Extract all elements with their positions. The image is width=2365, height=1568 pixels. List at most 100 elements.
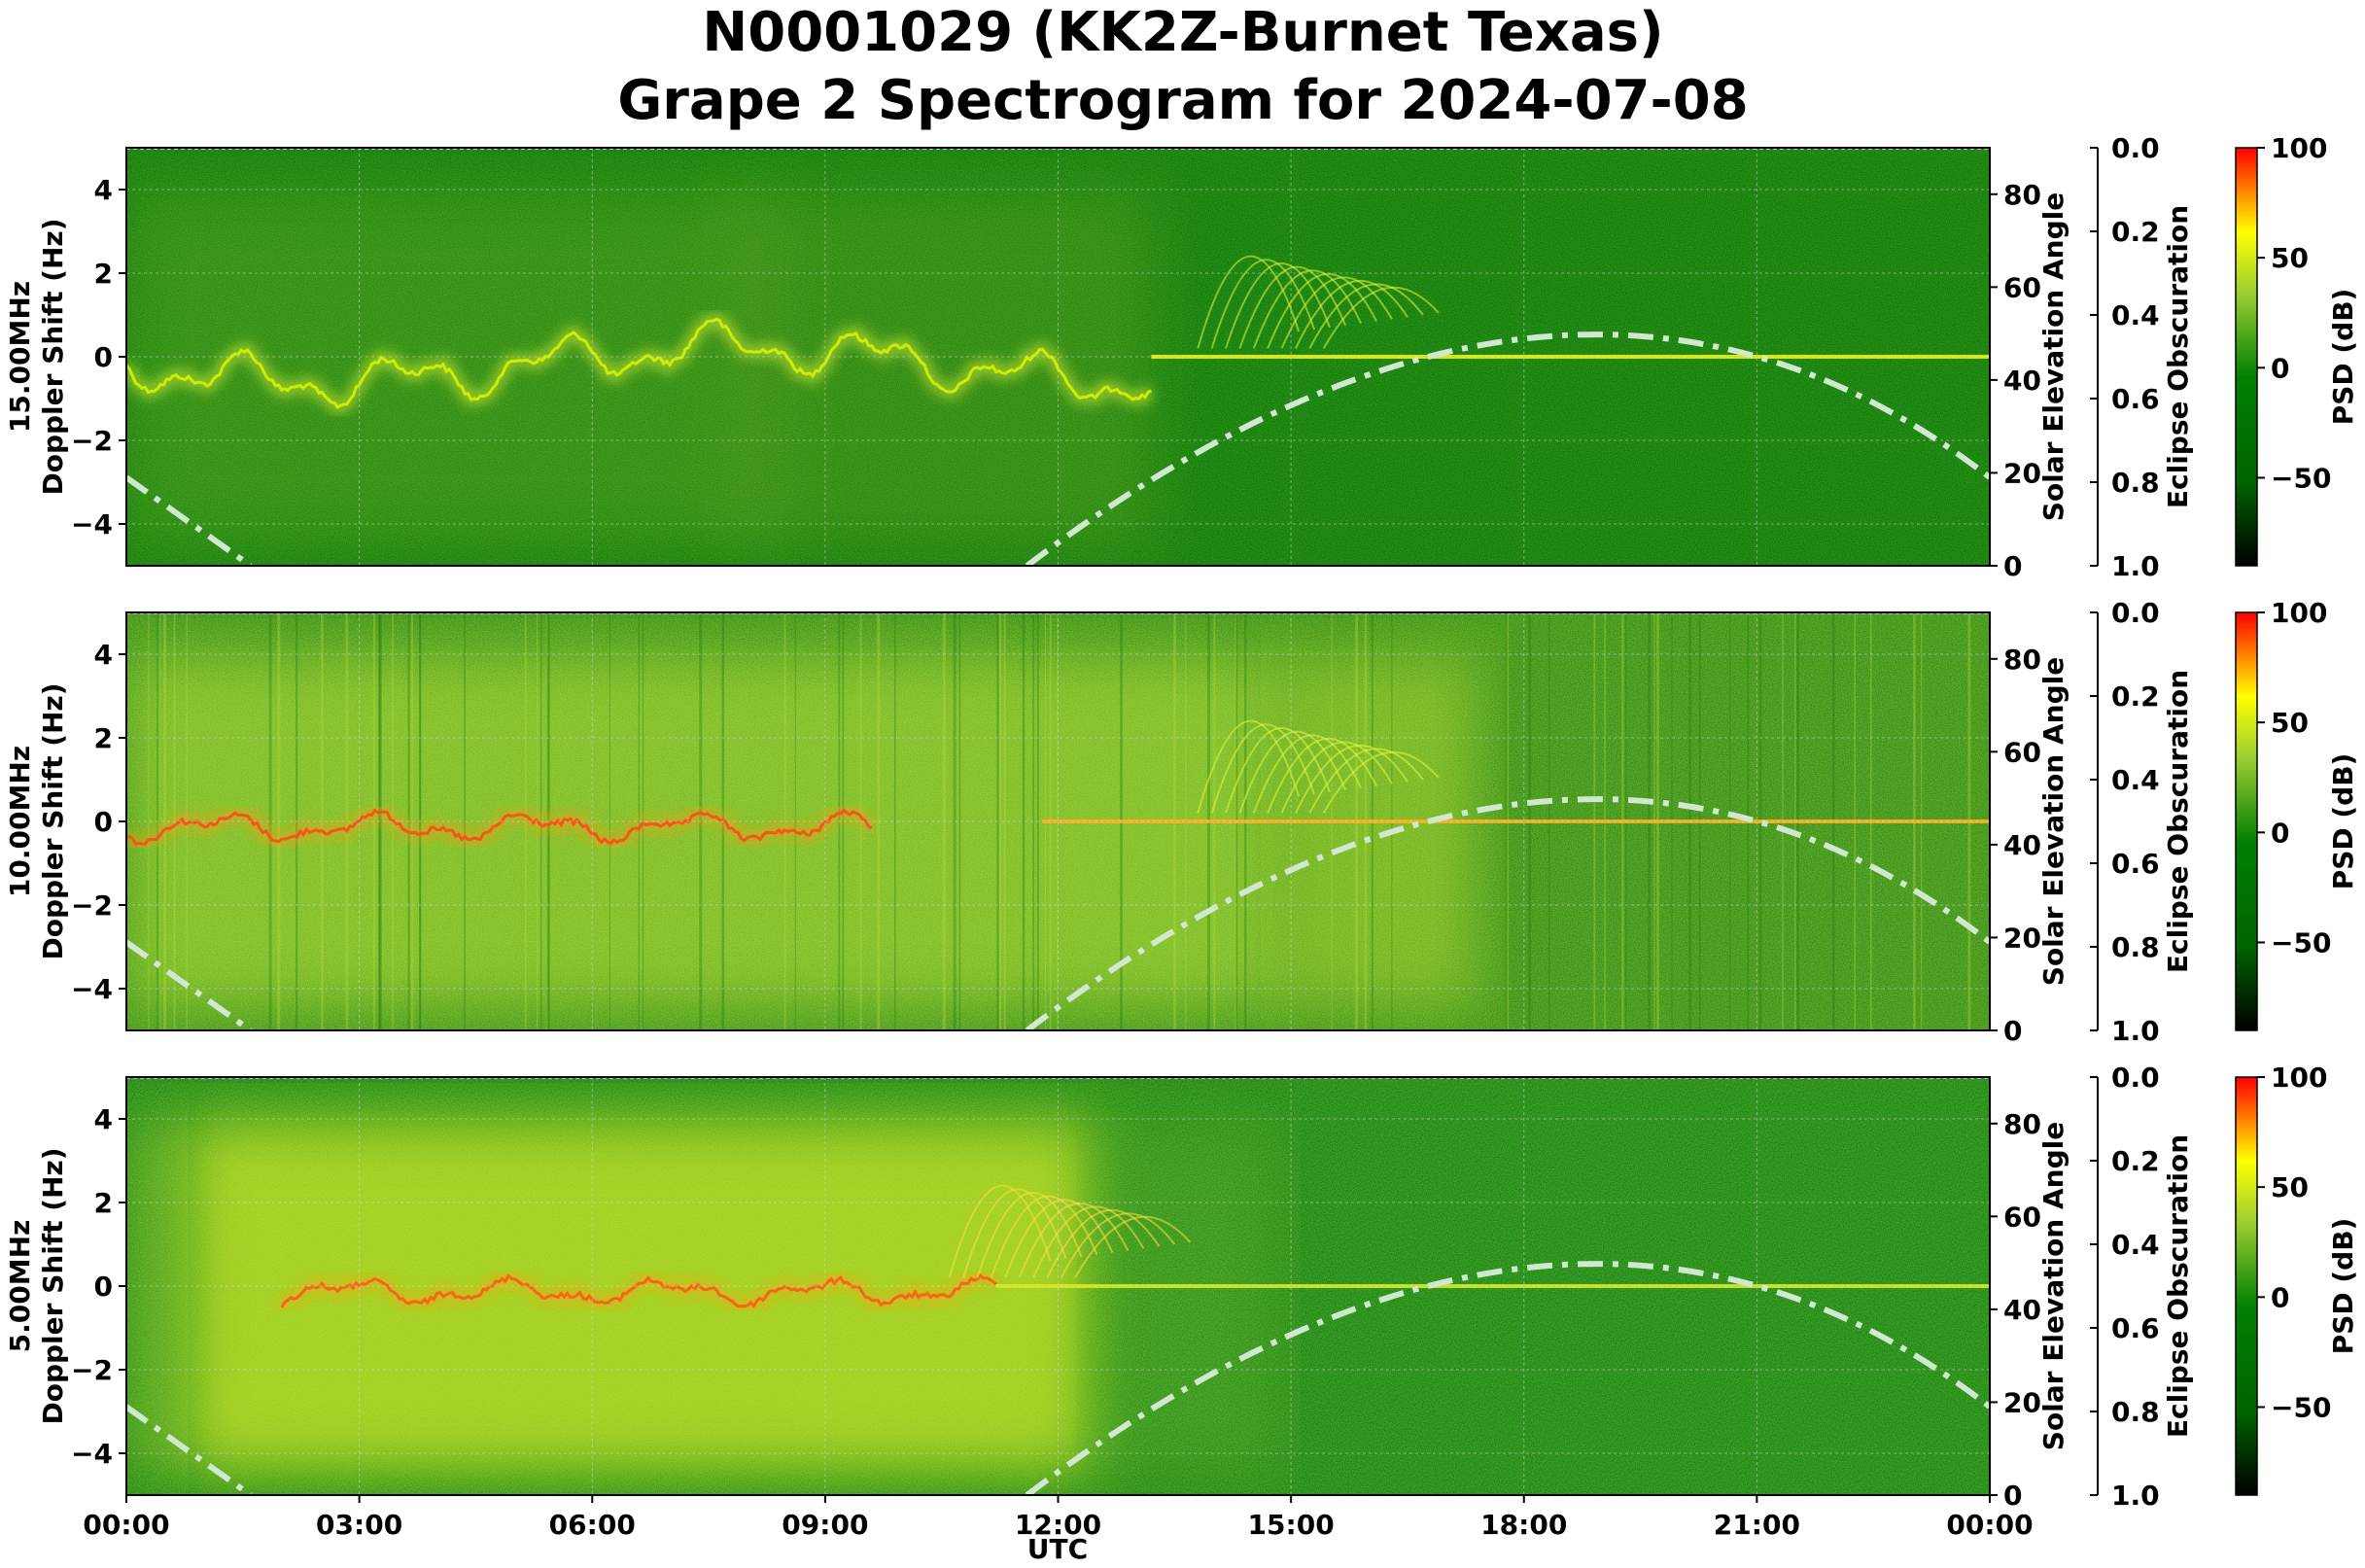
eclipse-tick-label: 0.2 <box>2111 680 2160 713</box>
solar-elevation-line <box>1025 1261 1990 1495</box>
x-tick-label: 03:00 <box>316 1509 402 1541</box>
y-tick-label: 0 <box>94 341 113 373</box>
colorbar <box>2235 1076 2258 1496</box>
y2-tick-label: 80 <box>2003 179 2041 211</box>
x-tick-label: 09:00 <box>782 1509 868 1541</box>
y2-tick-label: 20 <box>2003 1386 2041 1418</box>
x-tick-label: 12:00 <box>1015 1509 1101 1541</box>
y2-tick-label: 40 <box>2003 829 2041 861</box>
eclipse-tick-label: 0.2 <box>2111 1145 2160 1177</box>
eclipse-axis-label: Eclipse Obscuration <box>2162 205 2194 508</box>
x-tick-label: 00:00 <box>83 1509 169 1541</box>
eclipse-tick-label: 0.2 <box>2111 216 2160 248</box>
eclipse-tick-label: 0.0 <box>2111 597 2160 629</box>
spread-doppler-feature <box>1295 744 1409 814</box>
y2-tick-label: 80 <box>2003 644 2041 676</box>
eclipse-tick-label: 0.8 <box>2111 1396 2160 1428</box>
y-tick-label: −4 <box>71 508 113 540</box>
y2-tick-label: 60 <box>2003 271 2041 303</box>
spread-doppler-feature <box>1252 734 1362 814</box>
spectrogram-image <box>126 1077 1990 1495</box>
spread-doppler-feature <box>1074 1215 1192 1278</box>
y2-axis-label: Solar Elevation Angle <box>2037 1122 2069 1450</box>
y2-tick-label: 60 <box>2003 736 2041 768</box>
spread-doppler-feature <box>948 1184 1052 1278</box>
spread-doppler-feature <box>1308 748 1424 814</box>
y-tick-label: −4 <box>71 1438 113 1470</box>
doppler-trace <box>126 317 1152 410</box>
spread-doppler-feature <box>1225 727 1331 814</box>
eclipse-tick-label: 1.0 <box>2111 1480 2160 1512</box>
spectrogram-image <box>126 148 1990 566</box>
spectrogram-image <box>126 612 1990 1030</box>
spread-doppler-feature <box>1322 286 1440 349</box>
spread-doppler-feature <box>1210 723 1316 814</box>
spread-doppler-feature <box>1210 259 1316 349</box>
y-tick-label: 4 <box>94 174 113 206</box>
spread-doppler-feature <box>1322 750 1440 814</box>
figure-title-line1: N0001029 (KK2Z-Burnet Texas) <box>702 1 1663 64</box>
x-axis-label: UTC <box>1027 1533 1088 1565</box>
eclipse-tick-label: 0.4 <box>2111 764 2160 796</box>
y-axis-frequency-label: 15.00MHz <box>4 281 36 433</box>
y2-tick-label: 60 <box>2003 1201 2041 1233</box>
eclipse-tick-label: 0.0 <box>2111 1062 2160 1094</box>
y-tick-label: 2 <box>94 1187 113 1219</box>
y-axis-label: Doppler Shift (Hz) <box>37 1147 69 1424</box>
y-tick-label: −2 <box>71 1354 113 1386</box>
panel-5-00mhz: 420−2−45.00MHz Doppler Shift (Hz)80604020… <box>4 1062 2359 1512</box>
spread-doppler-feature <box>1046 1208 1161 1278</box>
y2-tick-label: 40 <box>2003 1294 2041 1326</box>
y2-tick-label: 0 <box>2003 1480 2022 1512</box>
colorbar-tick-label: 0 <box>2271 1281 2289 1313</box>
spread-doppler-feature <box>1308 283 1424 349</box>
x-tick-label: 00:00 <box>1946 1509 2033 1541</box>
colorbar-tick-label: 0 <box>2271 352 2289 384</box>
spread-doppler-feature <box>990 1195 1098 1278</box>
y2-tick-label: 40 <box>2003 365 2041 397</box>
doppler-trace <box>280 1272 997 1309</box>
panel-15-00mhz: 420−2−415.00MHz Doppler Shift (Hz)8060402… <box>4 132 2359 582</box>
x-tick-label: 21:00 <box>1714 1509 1800 1541</box>
eclipse-tick-label: 0.4 <box>2111 1229 2160 1261</box>
eclipse-axis-label: Eclipse Obscuration <box>2162 1134 2194 1438</box>
y2-tick-label: 0 <box>2003 1015 2022 1047</box>
x-tick-label: 18:00 <box>1480 1509 1567 1541</box>
colorbar-tick-label: 0 <box>2271 817 2289 849</box>
colorbar-tick-label: 50 <box>2271 242 2309 274</box>
solar-elevation-line <box>1025 796 1990 1030</box>
eclipse-tick-label: 0.6 <box>2111 1312 2160 1344</box>
y-tick-label: −2 <box>71 425 113 457</box>
y-axis-frequency-label: 5.00MHz <box>4 1220 36 1353</box>
y-tick-label: −2 <box>71 889 113 922</box>
colorbar-tick-label: −50 <box>2271 462 2331 494</box>
spread-doppler-feature <box>1252 269 1362 349</box>
colorbar-tick-label: −50 <box>2271 926 2331 958</box>
spread-doppler-feature <box>1032 1205 1145 1278</box>
colorbar-tick-label: 100 <box>2271 1062 2327 1094</box>
colorbar-label: PSD (dB) <box>2327 1218 2359 1355</box>
eclipse-tick-label: 0.4 <box>2111 299 2160 331</box>
y2-axis-label: Solar Elevation Angle <box>2037 192 2069 521</box>
y-tick-label: 4 <box>94 639 113 671</box>
y-axis-frequency-label: 10.00MHz <box>4 746 36 897</box>
spread-doppler-feature <box>1197 719 1301 814</box>
spread-doppler-feature <box>1238 730 1346 814</box>
eclipse-tick-label: 0.6 <box>2111 848 2160 880</box>
spread-doppler-feature <box>1280 741 1393 814</box>
spread-doppler-feature <box>1060 1212 1176 1278</box>
doppler-trace <box>126 808 873 846</box>
eclipse-tick-label: 0.8 <box>2111 467 2160 499</box>
eclipse-tick-label: 1.0 <box>2111 550 2160 582</box>
y-tick-label: 2 <box>94 258 113 290</box>
eclipse-tick-label: 1.0 <box>2111 1015 2160 1047</box>
y-tick-label: 4 <box>94 1103 113 1135</box>
colorbar <box>2235 147 2258 567</box>
spread-doppler-feature <box>976 1192 1083 1278</box>
figure-title-line2: Grape 2 Spectrogram for 2024-07-08 <box>617 69 1748 132</box>
y2-tick-label: 20 <box>2003 457 2041 489</box>
y-tick-label: 2 <box>94 722 113 754</box>
spread-doppler-feature <box>1238 265 1346 349</box>
spread-doppler-feature <box>962 1188 1067 1278</box>
